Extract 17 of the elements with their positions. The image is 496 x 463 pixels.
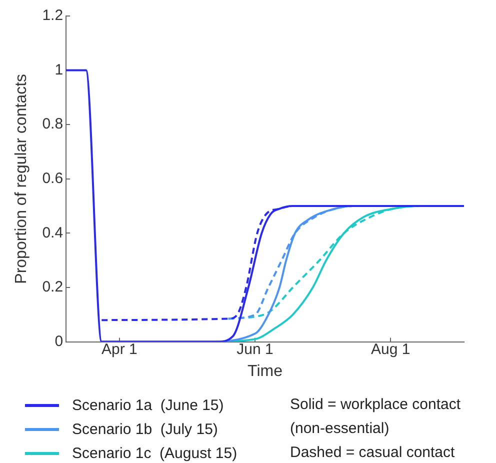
y-tick-label: 1: [54, 61, 64, 78]
y-tick-label: 0.8: [42, 116, 64, 133]
y-tick-label: 1.2: [42, 7, 64, 24]
y-tick-label: 0: [54, 332, 64, 350]
text: Solid = workplace contact (non-essential): [290, 395, 462, 439]
y-tick-label: 0.6: [42, 170, 64, 188]
y-axis-title: Proportion of regular contacts: [13, 74, 30, 284]
legend-label: Scenario 1a (June 15): [72, 396, 224, 414]
x-tick-label: Jun 1: [236, 340, 274, 358]
x-axis-title: Time: [248, 362, 283, 380]
legend-label: Scenario 1b (July 15): [72, 420, 218, 438]
y-tick-label: 0.4: [42, 224, 64, 242]
x-tick-label: Aug 1: [371, 340, 410, 358]
legend-label: Scenario 1c (August 15): [72, 444, 238, 462]
x-tick-label: Apr 1: [101, 340, 138, 358]
text: Dashed = casual contact: [290, 443, 456, 463]
y-tick-label: 0.2: [42, 278, 64, 296]
